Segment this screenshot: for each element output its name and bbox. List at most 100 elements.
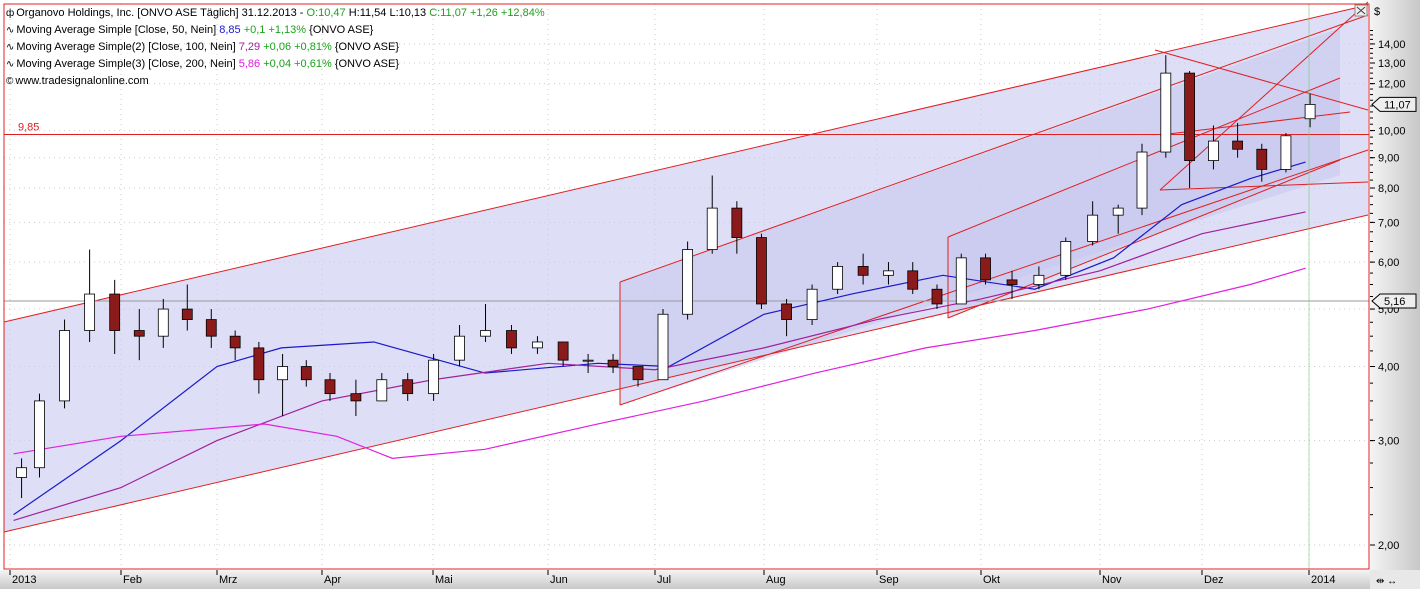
x-axis-ticks: 2013 Feb Mrz Apr Mai Jun Jul Aug Sep Okt Nov Dez 201… [9,570,1335,586]
candle-body [1112,207,1124,216]
candle-body [907,270,919,290]
indicator-label: Moving Average Simple(2) [Close, 100, Ne… [16,41,236,53]
watermark-text: www.tradesignalonline.com [15,75,149,87]
candle-body [34,400,45,469]
candle [324,373,336,401]
candle-body [428,359,440,395]
line-price-badge [1371,293,1417,309]
candle [1087,201,1099,246]
candle-body [506,330,517,349]
candle-body [931,288,943,305]
candle [300,360,312,387]
candle [832,262,844,295]
candle [480,303,491,342]
candlestick-icon: ф [6,8,15,19]
indicator-ma100[interactable]: ∿ Moving Average Simple(2) [Close, 100, N… [6,39,545,56]
candle [682,241,694,320]
candle [1060,237,1072,280]
channel-lower-line [3,214,1369,533]
candle-body [607,359,619,367]
candle-body [832,266,844,290]
x-tick-label: Dez [1204,574,1224,586]
candle [277,353,288,417]
candle [1256,143,1268,182]
channel2-lower-line [619,149,1369,406]
candle [1232,122,1244,158]
candle [980,253,991,285]
high-value: H:11,54 [348,7,387,19]
x-tick-label: Okt [983,574,1000,586]
y-tick-label: 3,00 [1378,436,1399,448]
channel-upper-line [3,4,1369,323]
candle-body [350,393,362,402]
y-tick-label: 2,00 [1378,540,1399,552]
open-value: O:10,47 [306,7,346,19]
y-tick-label: 8,00 [1378,183,1399,195]
candle [109,279,121,354]
candle [205,309,217,348]
copyright-icon: © [6,76,14,87]
candle-body [706,207,718,250]
candle-body [857,266,869,276]
y-tick-label: 4,00 [1378,362,1399,374]
ma-line-100 [13,211,1306,522]
price-badges: 11,07 5,16 [1371,96,1417,309]
candle-body [582,359,594,362]
plot-border [3,3,1370,570]
x-tick-label: Sep [879,574,899,586]
candle [350,379,362,417]
indicator-symbol: {ONVO ASE} [334,41,400,53]
close-chart-icon[interactable] [1354,4,1368,17]
y-tick-label: 12,00 [1378,79,1406,91]
instrument-line: ф Organovo Holdings, Inc. [ONVO ASE Tägli… [6,5,545,22]
candle [59,319,70,409]
close-value: C:11,07 +1,26 +12,84% [429,7,545,19]
indicator-label: Moving Average Simple(3) [Close, 200, Ne… [16,58,236,70]
candle-body [277,366,288,381]
indicator-label: Moving Average Simple [Close, 50, Nein] [16,24,217,36]
x-tick-label: 2014 [1311,574,1335,586]
channel2-upper-line [619,14,1369,283]
candle-body [557,341,569,361]
indicator-value: 8,85 [219,24,241,36]
candle-body [1136,151,1148,209]
x-tick-label: Aug [766,574,786,586]
candle [1006,270,1018,299]
x-tick-label: Nov [1102,574,1122,586]
candle [781,298,792,337]
x-axis[interactable] [0,570,1370,589]
candle-body [682,249,694,315]
candle [532,336,543,354]
candle [428,353,440,401]
candle [883,262,894,285]
candle [632,366,644,387]
indicator-symbol: {ONVO ASE} [334,58,400,70]
currency-label: $ [1374,6,1380,18]
support-line [1159,181,1369,191]
candle-body [1256,148,1268,170]
scroll-arrows-icon[interactable]: ⇹ ↔ [1376,576,1397,587]
y-axis[interactable] [1370,0,1420,570]
indicator-value: 7,29 [238,41,261,53]
indicator-symbol: {ONVO ASE} [309,24,374,36]
candle-body [1033,274,1045,285]
candle [955,253,967,305]
ma-line-200 [13,267,1306,459]
candle-body [883,270,894,276]
candle-body [980,257,991,281]
candle [16,458,27,499]
candle-body [480,330,491,337]
indicator-ma200[interactable]: ∿ Moving Average Simple(3) [Close, 200, N… [6,56,545,73]
indicator-ma50[interactable]: ∿ Moving Average Simple [Close, 50, Nein]… [6,22,545,39]
candle-body [84,293,96,331]
candle-body [1184,72,1195,161]
axis-corner [1370,570,1420,589]
trend-channels[interactable]: 9,85 [3,1,1369,569]
candle-body [1280,135,1292,170]
candle [657,309,669,381]
candle [229,330,241,361]
candle [706,175,718,254]
moving-averages [13,161,1306,522]
candle [1280,133,1292,173]
